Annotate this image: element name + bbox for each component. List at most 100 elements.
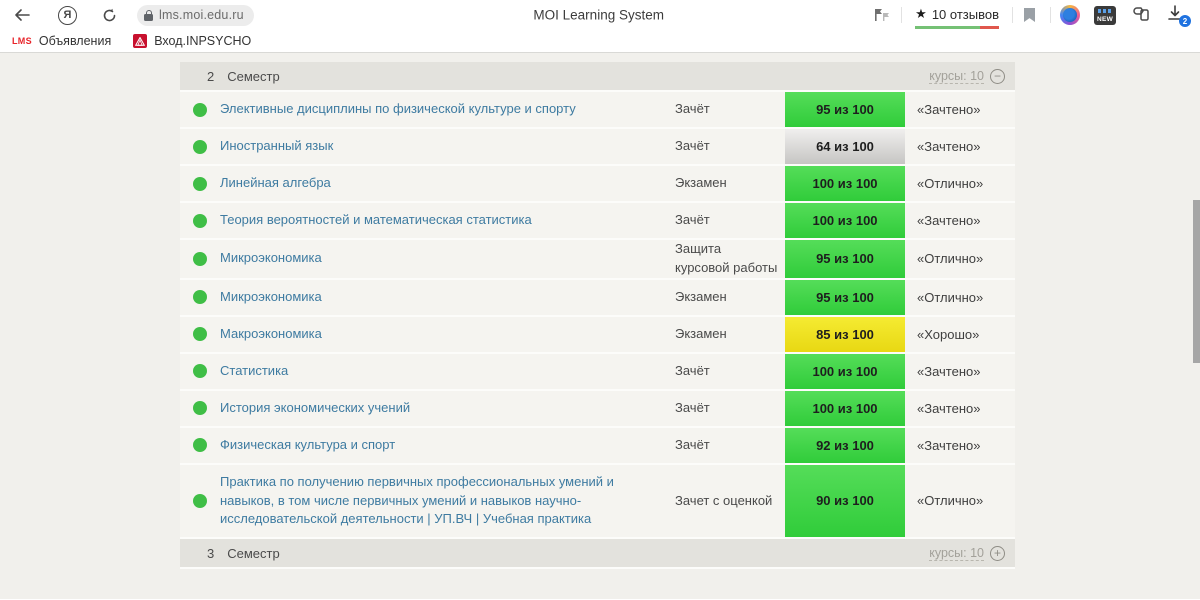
status-dot-icon (193, 139, 207, 154)
course-link[interactable]: Элективные дисциплины по физической куль… (220, 101, 576, 117)
score-badge: 64 из 100 (785, 129, 905, 164)
downloads-icon[interactable]: 2 (1166, 4, 1191, 27)
table-row: Микроэкономика Экзамен 95 из 100 «Отличн… (180, 279, 1015, 317)
bookmark-login[interactable]: Вход.INPSYCHO (111, 34, 251, 48)
home-icon[interactable]: Я (58, 5, 77, 25)
status-dot-icon (193, 290, 207, 305)
bookmarks-bar: LMS Объявления Вход.INPSYCHO (0, 30, 1200, 53)
exam-type: Зачёт (675, 399, 710, 415)
downloads-count-badge: 2 (1179, 15, 1191, 27)
refresh-icon[interactable] (97, 3, 121, 27)
toolbar-separator (1050, 7, 1051, 23)
score-badge: 90 из 100 (785, 464, 905, 538)
courses-count-link[interactable]: курсы: 10 (929, 545, 984, 561)
grade-text: «Отлично» (917, 289, 984, 305)
exam-type: Зачёт (675, 436, 710, 452)
grade-text: «Зачтено» (917, 213, 981, 228)
page-title: MOI Learning System (533, 7, 664, 23)
bookmark-label: Вход.INPSYCHO (154, 34, 252, 48)
star-icon: ★ (915, 6, 927, 21)
status-dot-icon (193, 251, 207, 266)
grade-text: «Зачтено» (917, 437, 981, 453)
grade-text: «Отлично» (917, 493, 984, 509)
exam-type: Зачёт (675, 101, 710, 117)
browser-toolbar: Я lms.moi.edu.ru MOI Learning System ★ 1… (0, 0, 1200, 30)
score-badge: 85 из 100 (785, 316, 905, 352)
collections-icon[interactable] (1130, 6, 1150, 24)
score-badge: 95 из 100 (785, 92, 905, 127)
course-link[interactable]: Практика по получению первичных професси… (220, 473, 614, 527)
exam-type: Зачёт (675, 212, 710, 228)
table-row: Элективные дисциплины по физической куль… (180, 92, 1015, 129)
table-row: Линейная алгебра Экзамен 100 из 100 «Отл… (180, 166, 1015, 203)
course-link[interactable]: Макроэкономика (220, 325, 322, 341)
status-dot-icon (193, 327, 207, 342)
course-link[interactable]: Иностранный язык (220, 138, 334, 154)
exam-type: Зачёт (675, 138, 710, 154)
reviews-label: 10 отзывов (931, 6, 999, 22)
rating-bar (915, 26, 999, 29)
score-badge: 100 из 100 (785, 166, 905, 201)
grade-text: «Зачтено» (917, 102, 981, 117)
lms-favicon: LMS (12, 36, 32, 46)
table-row: Практика по получению первичных професси… (180, 464, 1015, 540)
courses-count-link[interactable]: курсы: 10 (929, 68, 984, 84)
semester-3-header: 3 Семестр курсы: 10 + (180, 539, 1015, 570)
vertical-scrollbar[interactable] (1193, 200, 1200, 363)
score-badge: 92 из 100 (785, 427, 905, 463)
semester-title: Семестр (227, 68, 280, 84)
table-row: Микроэкономика Защита курсовой работы 95… (180, 240, 1015, 280)
status-dot-icon (193, 493, 207, 508)
semester-title: Семестр (227, 545, 280, 561)
extension-new-icon[interactable]: NEW (1094, 5, 1116, 25)
table-row: Иностранный язык Зачёт 64 из 100 «Зачтен… (180, 129, 1015, 166)
score-badge: 100 из 100 (785, 353, 905, 389)
course-link[interactable]: Микроэкономика (220, 288, 322, 304)
course-link[interactable]: Физическая культура и спорт (220, 436, 396, 452)
semester-number: 3 (207, 545, 215, 561)
collapse-icon[interactable]: − (990, 68, 1005, 84)
grade-text: «Хорошо» (917, 326, 980, 342)
table-row: Статистика Зачёт 100 из 100 «Зачтено» (180, 353, 1015, 391)
status-dot-icon (193, 401, 207, 416)
protect-flags-icon[interactable] (872, 7, 892, 23)
course-link[interactable]: Статистика (220, 362, 289, 378)
address-bar[interactable]: lms.moi.edu.ru (137, 4, 254, 26)
table-row: Физическая культура и спорт Зачёт 92 из … (180, 427, 1015, 465)
grade-text: «Отлично» (917, 251, 984, 267)
bookmark-announcements[interactable]: LMS Объявления (0, 34, 111, 48)
score-badge: 100 из 100 (785, 390, 905, 426)
status-dot-icon (193, 364, 207, 379)
grade-text: «Зачтено» (917, 363, 981, 379)
grades-table: 2 Семестр курсы: 10 − Элективные дисципл… (180, 62, 1015, 570)
lock-icon (144, 9, 153, 21)
score-badge: 100 из 100 (785, 203, 905, 238)
semester-2-header: 2 Семестр курсы: 10 − (180, 62, 1015, 92)
status-dot-icon (193, 438, 207, 453)
extension-browser-icon[interactable] (1060, 5, 1080, 25)
course-link[interactable]: Теория вероятностей и математическая ста… (220, 212, 532, 228)
course-link[interactable]: Линейная алгебра (220, 175, 331, 191)
score-badge: 95 из 100 (785, 240, 905, 278)
grade-text: «Зачтено» (917, 139, 981, 154)
course-link[interactable]: Микроэкономика (220, 250, 322, 266)
status-dot-icon (193, 213, 207, 228)
exam-type: Зачёт (675, 362, 710, 378)
page-content: 2 Семестр курсы: 10 − Элективные дисципл… (0, 53, 1200, 599)
reviews-widget[interactable]: ★ 10 отзывов (915, 6, 999, 29)
status-dot-icon (193, 176, 207, 191)
new-badge: NEW (1096, 15, 1114, 23)
exam-type: Экзамен (675, 288, 727, 304)
bookmark-flag-icon[interactable] (1024, 8, 1035, 22)
status-dot-icon (193, 102, 207, 117)
url-text: lms.moi.edu.ru (159, 8, 244, 22)
bookmark-label: Объявления (38, 34, 112, 48)
course-link[interactable]: История экономических учений (220, 399, 411, 415)
toolbar-separator (1012, 7, 1013, 23)
exam-type: Защита курсовой работы (675, 241, 778, 275)
semester-number: 2 (207, 68, 215, 84)
table-row: Макроэкономика Экзамен 85 из 100 «Хорошо… (180, 316, 1015, 354)
expand-icon[interactable]: + (990, 545, 1005, 561)
grade-text: «Зачтено» (917, 400, 981, 416)
back-icon[interactable] (10, 3, 34, 27)
